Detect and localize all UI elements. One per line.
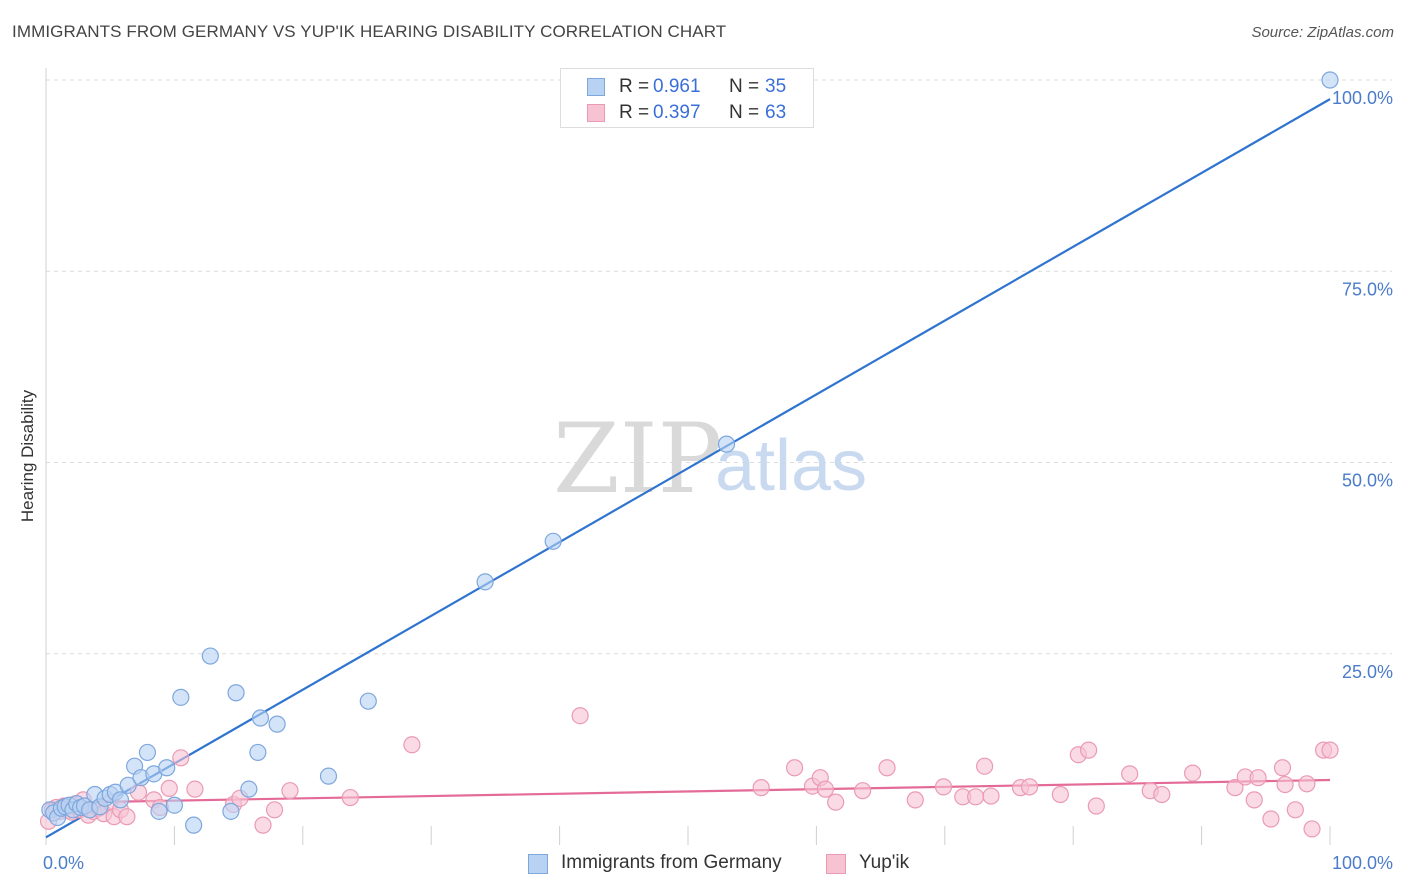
- data-point-yupik: [967, 788, 985, 806]
- data-point-germany: [150, 802, 168, 820]
- x-tick-label: 0.0%: [43, 853, 84, 873]
- swatch-yupik: [587, 104, 605, 122]
- data-point-yupik: [1080, 741, 1098, 759]
- tick-labels: 25.0% 50.0% 75.0% 100.0% 0.0% 100.0%: [43, 88, 1393, 873]
- data-point-yupik: [1303, 820, 1321, 838]
- data-point-yupik: [752, 779, 770, 797]
- data-point-germany: [249, 743, 267, 762]
- grid: [46, 79, 1392, 655]
- stats-legend: R = 0.961 N = 35 R = 0.397 N = 63: [560, 68, 814, 128]
- data-point-germany: [138, 743, 157, 762]
- swatch-germany: [587, 78, 605, 96]
- data-point-germany: [119, 776, 137, 794]
- data-point-germany: [240, 780, 258, 798]
- data-point-yupik: [265, 801, 284, 819]
- data-point-yupik: [1226, 779, 1244, 797]
- data-point-yupik: [785, 759, 804, 777]
- legend-swatch-yupik: [826, 854, 846, 874]
- x-tick-label: 100.0%: [1332, 853, 1393, 873]
- data-point-germany: [172, 688, 190, 706]
- watermark-atlas: atlas: [715, 426, 867, 506]
- data-point-yupik: [1298, 775, 1316, 793]
- data-point-yupik: [281, 782, 299, 800]
- data-point-yupik: [1321, 741, 1339, 759]
- data-point-yupik: [816, 780, 834, 798]
- data-point-yupik: [1153, 785, 1171, 804]
- data-point-germany: [222, 802, 240, 820]
- y-tick-label: 50.0%: [1342, 471, 1393, 491]
- y-tick-label: 75.0%: [1342, 279, 1393, 299]
- r-value: 0.961: [653, 76, 701, 97]
- trend-line-germany: [45, 98, 1331, 839]
- data-point-yupik: [854, 782, 872, 800]
- data-point-yupik: [254, 816, 272, 834]
- data-point-germany: [1321, 71, 1339, 89]
- data-point-yupik: [827, 793, 845, 811]
- data-point-yupik: [571, 707, 589, 725]
- chart-title: IMMIGRANTS FROM GERMANY VS YUP'IK HEARIN…: [12, 22, 727, 41]
- data-point-yupik: [160, 779, 178, 797]
- n-value: 35: [765, 76, 787, 97]
- data-point-yupik: [976, 757, 994, 775]
- data-point-yupik: [906, 791, 924, 809]
- data-point-germany: [158, 759, 176, 777]
- trend-lines: [45, 98, 1331, 839]
- data-point-yupik: [1245, 791, 1263, 809]
- data-point-yupik: [1276, 775, 1294, 794]
- data-point-yupik: [1051, 785, 1069, 804]
- data-point-germany: [319, 767, 338, 785]
- data-point-yupik: [172, 749, 190, 767]
- data-point-germany: [227, 684, 245, 702]
- data-point-yupik: [341, 788, 359, 807]
- data-point-germany: [201, 647, 219, 665]
- axes: [45, 68, 1331, 845]
- n-label: N =: [729, 76, 760, 97]
- chart-source: Source: ZipAtlas.com: [1251, 24, 1394, 41]
- data-point-yupik: [1262, 810, 1280, 828]
- data-point-yupik: [1121, 765, 1139, 783]
- data-point-germany: [717, 435, 736, 453]
- data-point-germany: [359, 692, 377, 710]
- n-value: 63: [765, 102, 787, 123]
- data-point-yupik: [186, 780, 204, 798]
- y-tick-label: 25.0%: [1342, 662, 1393, 682]
- data-point-yupik: [1273, 759, 1292, 777]
- data-point-yupik: [1286, 801, 1304, 819]
- r-label: R =: [619, 102, 650, 123]
- data-points: [39, 71, 1339, 838]
- data-point-germany: [268, 715, 286, 733]
- legend-swatch-germany: [528, 854, 548, 874]
- watermark: ZIP atlas: [553, 403, 867, 515]
- legend-label-germany: Immigrants from Germany: [561, 852, 782, 873]
- y-tick-label: 100.0%: [1332, 88, 1393, 108]
- data-point-germany: [111, 791, 130, 809]
- data-point-germany: [476, 573, 494, 591]
- data-point-yupik: [1249, 769, 1267, 787]
- data-point-yupik: [1020, 778, 1039, 796]
- data-point-germany: [251, 709, 270, 727]
- n-label: N =: [729, 102, 760, 123]
- y-axis-label: Hearing Disability: [18, 389, 37, 522]
- data-point-yupik: [118, 808, 136, 826]
- trend-line-yupik: [45, 778, 1331, 805]
- r-value: 0.397: [653, 102, 701, 123]
- data-point-yupik: [934, 778, 953, 796]
- data-point-germany: [185, 816, 203, 834]
- data-point-yupik: [982, 787, 1000, 805]
- data-point-yupik: [1184, 764, 1202, 782]
- data-point-yupik: [403, 736, 421, 754]
- r-label: R =: [619, 76, 650, 97]
- data-point-yupik: [878, 759, 896, 777]
- legend-label-yupik: Yup'ik: [859, 852, 910, 873]
- data-point-germany: [544, 532, 562, 550]
- data-point-germany: [165, 796, 183, 814]
- data-point-yupik: [1087, 797, 1105, 815]
